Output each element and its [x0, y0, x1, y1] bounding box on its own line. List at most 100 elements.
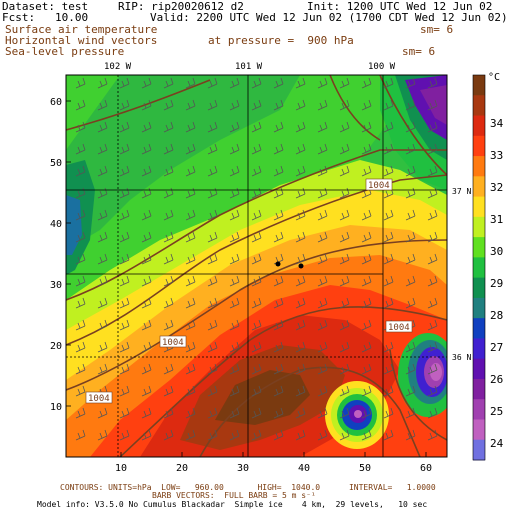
color-bar	[472, 74, 486, 461]
x-axis-ticks: 10 20 30 40 50 60	[115, 463, 432, 474]
wind-barb	[273, 297, 284, 309]
y-axis-ticks: 60 50 40 30 20 10	[50, 97, 62, 413]
color-bar-swatch	[473, 277, 485, 299]
wind-barb	[339, 99, 350, 111]
color-bar-swatch	[473, 75, 485, 96]
color-bar-label: 31	[490, 213, 503, 226]
wind-barb	[97, 77, 108, 89]
wind-barb	[207, 187, 218, 199]
wind-barb	[405, 121, 416, 133]
wind-barb	[141, 121, 152, 133]
wind-barb	[339, 429, 350, 441]
wind-barb	[141, 341, 152, 353]
color-bar-swatch	[473, 196, 485, 218]
wind-barb	[185, 143, 196, 155]
wind-barb	[229, 275, 240, 287]
wind-barb	[361, 341, 372, 353]
wind-barb	[97, 187, 108, 199]
wind-barb	[295, 253, 306, 265]
wind-barb	[383, 407, 394, 419]
wind-barb	[405, 385, 416, 397]
color-bar-swatch	[473, 358, 485, 380]
wind-barb	[427, 275, 438, 287]
wind-barb	[361, 275, 372, 287]
wind-barb	[273, 209, 284, 221]
wind-barb	[97, 165, 108, 177]
wind-barb	[207, 231, 218, 243]
wind-barb	[163, 77, 174, 89]
wind-barb	[427, 187, 438, 199]
wind-barb	[229, 319, 240, 331]
wind-barb	[273, 187, 284, 199]
wind-barb	[273, 319, 284, 331]
wind-barb	[317, 429, 328, 441]
wind-barb	[185, 253, 196, 265]
wind-barb	[119, 121, 130, 133]
wind-barb	[141, 363, 152, 375]
wind-barb	[427, 99, 438, 111]
wind-barb	[163, 275, 174, 287]
wind-barb	[163, 143, 174, 155]
wind-barb	[229, 407, 240, 419]
wind-barb	[427, 165, 438, 177]
wind-barb	[229, 209, 240, 221]
color-bar-label: 26	[490, 373, 503, 386]
wind-barb	[185, 385, 196, 397]
wind-barb	[251, 143, 262, 155]
wind-barb	[251, 385, 262, 397]
wind-barb	[141, 165, 152, 177]
color-bar-swatch	[473, 257, 485, 279]
wind-barb	[251, 121, 262, 133]
wind-barb	[141, 99, 152, 111]
wind-barb	[317, 253, 328, 265]
wind-barb	[317, 297, 328, 309]
wind-barb	[185, 231, 196, 243]
wind-barb	[339, 275, 350, 287]
wind-barb	[317, 385, 328, 397]
color-bar-swatch	[473, 156, 485, 177]
wind-barb	[383, 165, 394, 177]
wind-barb	[185, 429, 196, 441]
wind-barb	[163, 363, 174, 375]
wind-barb	[75, 231, 86, 243]
wind-barb	[207, 77, 218, 89]
wind-barb	[405, 253, 416, 265]
wind-barb	[273, 385, 284, 397]
wind-barb	[141, 275, 152, 287]
wind-barb	[339, 319, 350, 331]
isobar-labels: 1004 1004 1004 1004	[85, 178, 413, 404]
wind-barb	[229, 99, 240, 111]
wind-barb	[317, 407, 328, 419]
wind-barb	[75, 297, 86, 309]
wind-barb	[207, 99, 218, 111]
wind-barb	[339, 253, 350, 265]
wind-barb	[251, 275, 262, 287]
wind-barb	[317, 99, 328, 111]
x-tick-50: 50	[359, 463, 371, 474]
wind-barb	[119, 385, 130, 397]
wind-barb	[97, 209, 108, 221]
wind-barb	[229, 187, 240, 199]
wind-barb	[207, 363, 218, 375]
wind-barb	[185, 319, 196, 331]
wind-barb	[75, 165, 86, 177]
wind-barb	[141, 253, 152, 265]
wind-barb	[383, 77, 394, 89]
wind-barb	[383, 385, 394, 397]
wind-barb	[97, 297, 108, 309]
color-bar-swatch	[473, 318, 485, 339]
wind-barb	[75, 121, 86, 133]
wind-barb	[295, 363, 306, 375]
color-bar-label: 30	[490, 245, 503, 258]
wind-barb	[163, 209, 174, 221]
wind-barb	[97, 341, 108, 353]
wind-barb	[339, 297, 350, 309]
wind-barb	[339, 143, 350, 155]
wind-barb	[75, 99, 86, 111]
wind-barb	[405, 209, 416, 221]
wind-barb	[207, 209, 218, 221]
wind-barb	[317, 143, 328, 155]
wind-barb	[119, 209, 130, 221]
wind-barb	[119, 231, 130, 243]
forecast-label: Fcst: 10.00	[2, 11, 89, 24]
